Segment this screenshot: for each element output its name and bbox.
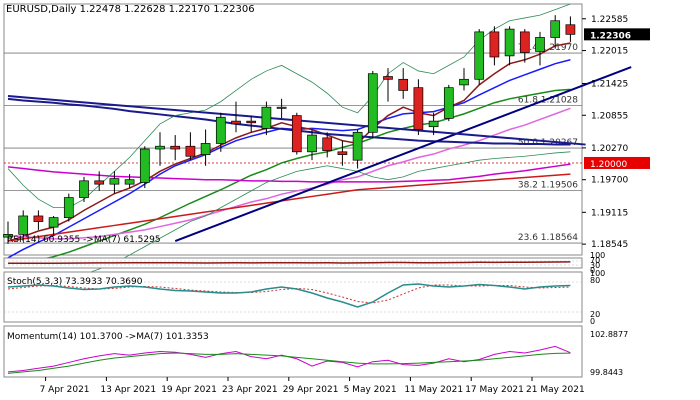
momentum-frame <box>3 325 583 378</box>
momentum-scale-label: 102.8877 <box>590 330 628 339</box>
stoch-label: Stoch(5,3,3) 73.3933 70.3690 <box>7 277 143 287</box>
axes: 1.22585 1.22015 1.21425 1.20855 1.20270 1.197… <box>40 15 650 395</box>
bull-candle <box>124 179 135 185</box>
current-price-label: 1.22306 <box>590 31 631 41</box>
bull-candle <box>367 73 378 133</box>
bull-candle <box>63 197 74 218</box>
fib-level-label: 76.4 1.21970 <box>518 43 578 53</box>
bear-candle <box>94 180 105 185</box>
magenta_ma-line <box>7 163 571 183</box>
x-tick-label: 29 Apr 2021 <box>283 385 339 395</box>
bear-candle <box>33 215 44 222</box>
fib-level-label: 38.2 1.19506 <box>518 181 578 191</box>
stoch-scale-label: 20 <box>590 310 600 319</box>
bull-candle <box>474 31 485 80</box>
momentum-panel <box>3 325 583 378</box>
price-tick-label: 1.20270 <box>591 144 628 154</box>
bull-candle <box>535 37 545 52</box>
bull-candle <box>200 143 211 155</box>
bull-candle <box>459 78 469 86</box>
round-level-tag <box>584 156 650 169</box>
bull-candle <box>215 116 226 144</box>
bear-candle <box>413 87 424 130</box>
price-tick-label: 1.19700 <box>591 176 628 186</box>
rsi-label: RSI(14) 60.9355 ->MA(7) 61.5295 <box>7 235 161 245</box>
price-tick-label: 1.22585 <box>591 15 628 25</box>
stoch-signal-line <box>7 284 571 304</box>
bear-candle <box>170 145 181 150</box>
trendline_black <box>174 66 632 242</box>
stoch-main-line <box>7 283 571 308</box>
bear-candle <box>519 31 530 53</box>
bull-candle <box>261 106 272 129</box>
price-tick-label: 1.21425 <box>591 79 628 89</box>
x-tick-label: 7 Apr 2021 <box>40 385 90 395</box>
bull-candle <box>352 131 363 161</box>
fib-level-label: 23.6 1.18564 <box>518 233 578 243</box>
x-tick-label: 5 May 2021 <box>344 385 397 395</box>
round-level-tag-label: 1.20000 <box>590 160 627 170</box>
x-tick-label: 17 May 2021 <box>465 385 524 395</box>
x-tick-label: 11 May 2021 <box>404 385 463 395</box>
symbol-header: EURUSD,Daily 1.22478 1.22628 1.22170 1.2… <box>6 4 255 15</box>
red_ma-line <box>7 173 571 242</box>
stoch-panel <box>3 271 583 323</box>
green_ma-line <box>7 88 571 267</box>
main-price-panel: 76.4 1.21970 61.8 1.21028 50.0 1.20267 38.2… <box>3 3 632 298</box>
bull-candle <box>48 217 59 228</box>
bear-candle <box>322 137 333 152</box>
bear-candle <box>185 145 196 157</box>
bull-candle <box>109 178 120 185</box>
momentum-scale-label: 99.8443 <box>590 368 623 377</box>
x-tick-label: 23 Apr 2021 <box>222 385 278 395</box>
rsi-line <box>7 261 571 265</box>
rsi-scale-label: 100 <box>590 251 605 260</box>
fib-level-label: 50.0 1.20267 <box>518 138 578 148</box>
bull-candle <box>155 145 165 150</box>
bear-candle <box>398 78 409 91</box>
x-tick-label: 13 Apr 2021 <box>100 385 156 395</box>
bull-candle <box>428 120 439 128</box>
bull-candle <box>139 148 150 183</box>
bull-candle <box>504 28 515 57</box>
rsi-scale-label: 0 <box>590 266 595 275</box>
bear-candle <box>489 31 500 58</box>
bear-candle <box>231 120 241 125</box>
bull-candle <box>79 180 89 198</box>
bull-candle <box>3 234 13 238</box>
stoch-scale-label: 80 <box>590 276 600 285</box>
current-price-tag <box>584 28 650 41</box>
dark_red_ma-line <box>7 42 571 242</box>
momentum-ma-line <box>7 352 571 374</box>
fib-level-label: 61.8 1.21028 <box>518 96 578 106</box>
stoch-frame <box>3 271 583 323</box>
bull-candle <box>550 20 561 38</box>
bear-candle <box>291 115 302 153</box>
x-tick-label: 21 May 2021 <box>526 385 585 395</box>
rsi-scale-label: 30 <box>590 261 600 270</box>
bear-candle <box>383 76 393 80</box>
price-tick-label: 1.18545 <box>591 240 628 250</box>
bull-candle <box>18 215 29 235</box>
navy_ma-line <box>7 97 571 146</box>
x-tick-label: 19 Apr 2021 <box>161 385 217 395</box>
rsi-scale-label: 70 <box>590 256 600 265</box>
bull-candle <box>443 87 454 119</box>
price-tick-label: 1.19115 <box>591 208 628 218</box>
price-tick-label: 1.20855 <box>591 111 628 121</box>
violet_ma-line <box>7 107 571 240</box>
bear-candle <box>337 151 348 155</box>
bull-candle <box>276 106 287 109</box>
rsi-panel <box>3 257 583 269</box>
stoch-scale-label: 0 <box>590 317 595 326</box>
momentum-label: Momentum(14) 101.3700 ->MA(7) 101.3353 <box>7 332 209 342</box>
bull-candle <box>307 134 317 153</box>
bear-candle <box>246 120 257 124</box>
bear-candle <box>565 24 576 35</box>
stoch-scale-label: 100 <box>590 269 605 278</box>
price-tick-label: 1.22015 <box>591 47 628 57</box>
